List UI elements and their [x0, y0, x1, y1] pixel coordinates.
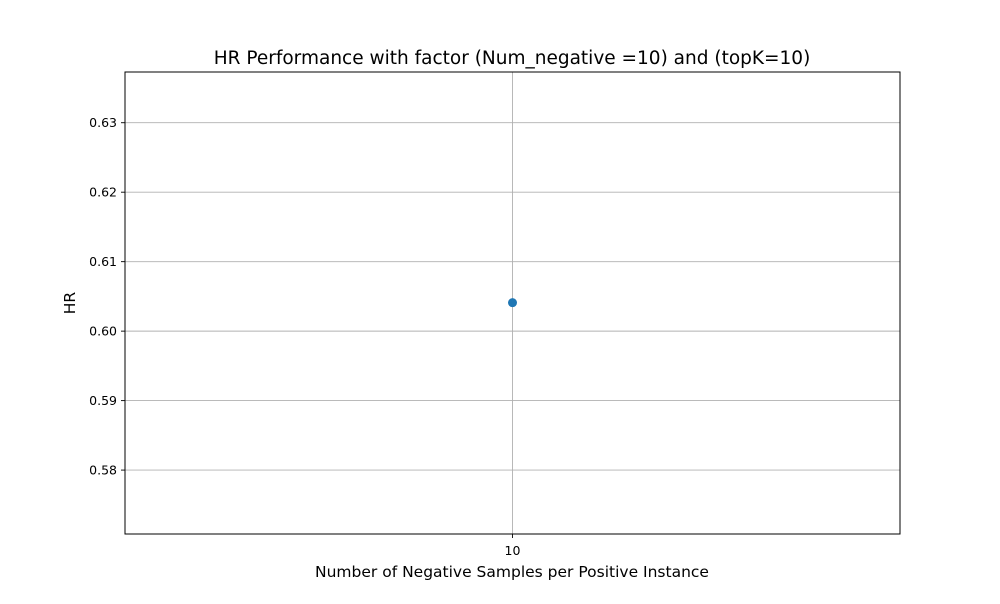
y-axis-label: HR: [61, 292, 79, 315]
y-tick-label: 0.61: [89, 254, 117, 269]
chart-title: HR Performance with factor (Num_negative…: [214, 48, 811, 69]
y-tick-label: 0.59: [89, 393, 117, 408]
axis-layer: 0.58 0.59 0.60 0.61 0.62 0.63 10: [89, 71, 901, 558]
plot-frame: [124, 71, 901, 535]
x-tick-label: 10: [505, 543, 521, 558]
grid-layer: [125, 72, 900, 534]
x-axis-label: Number of Negative Samples per Positive …: [315, 563, 709, 581]
y-tick-label: 0.60: [89, 324, 117, 339]
y-tick-label: 0.62: [89, 185, 117, 200]
data-layer: [508, 298, 517, 308]
y-tick-label: 0.63: [89, 115, 117, 130]
y-tick-label: 0.58: [89, 463, 117, 478]
data-point: [508, 298, 517, 308]
